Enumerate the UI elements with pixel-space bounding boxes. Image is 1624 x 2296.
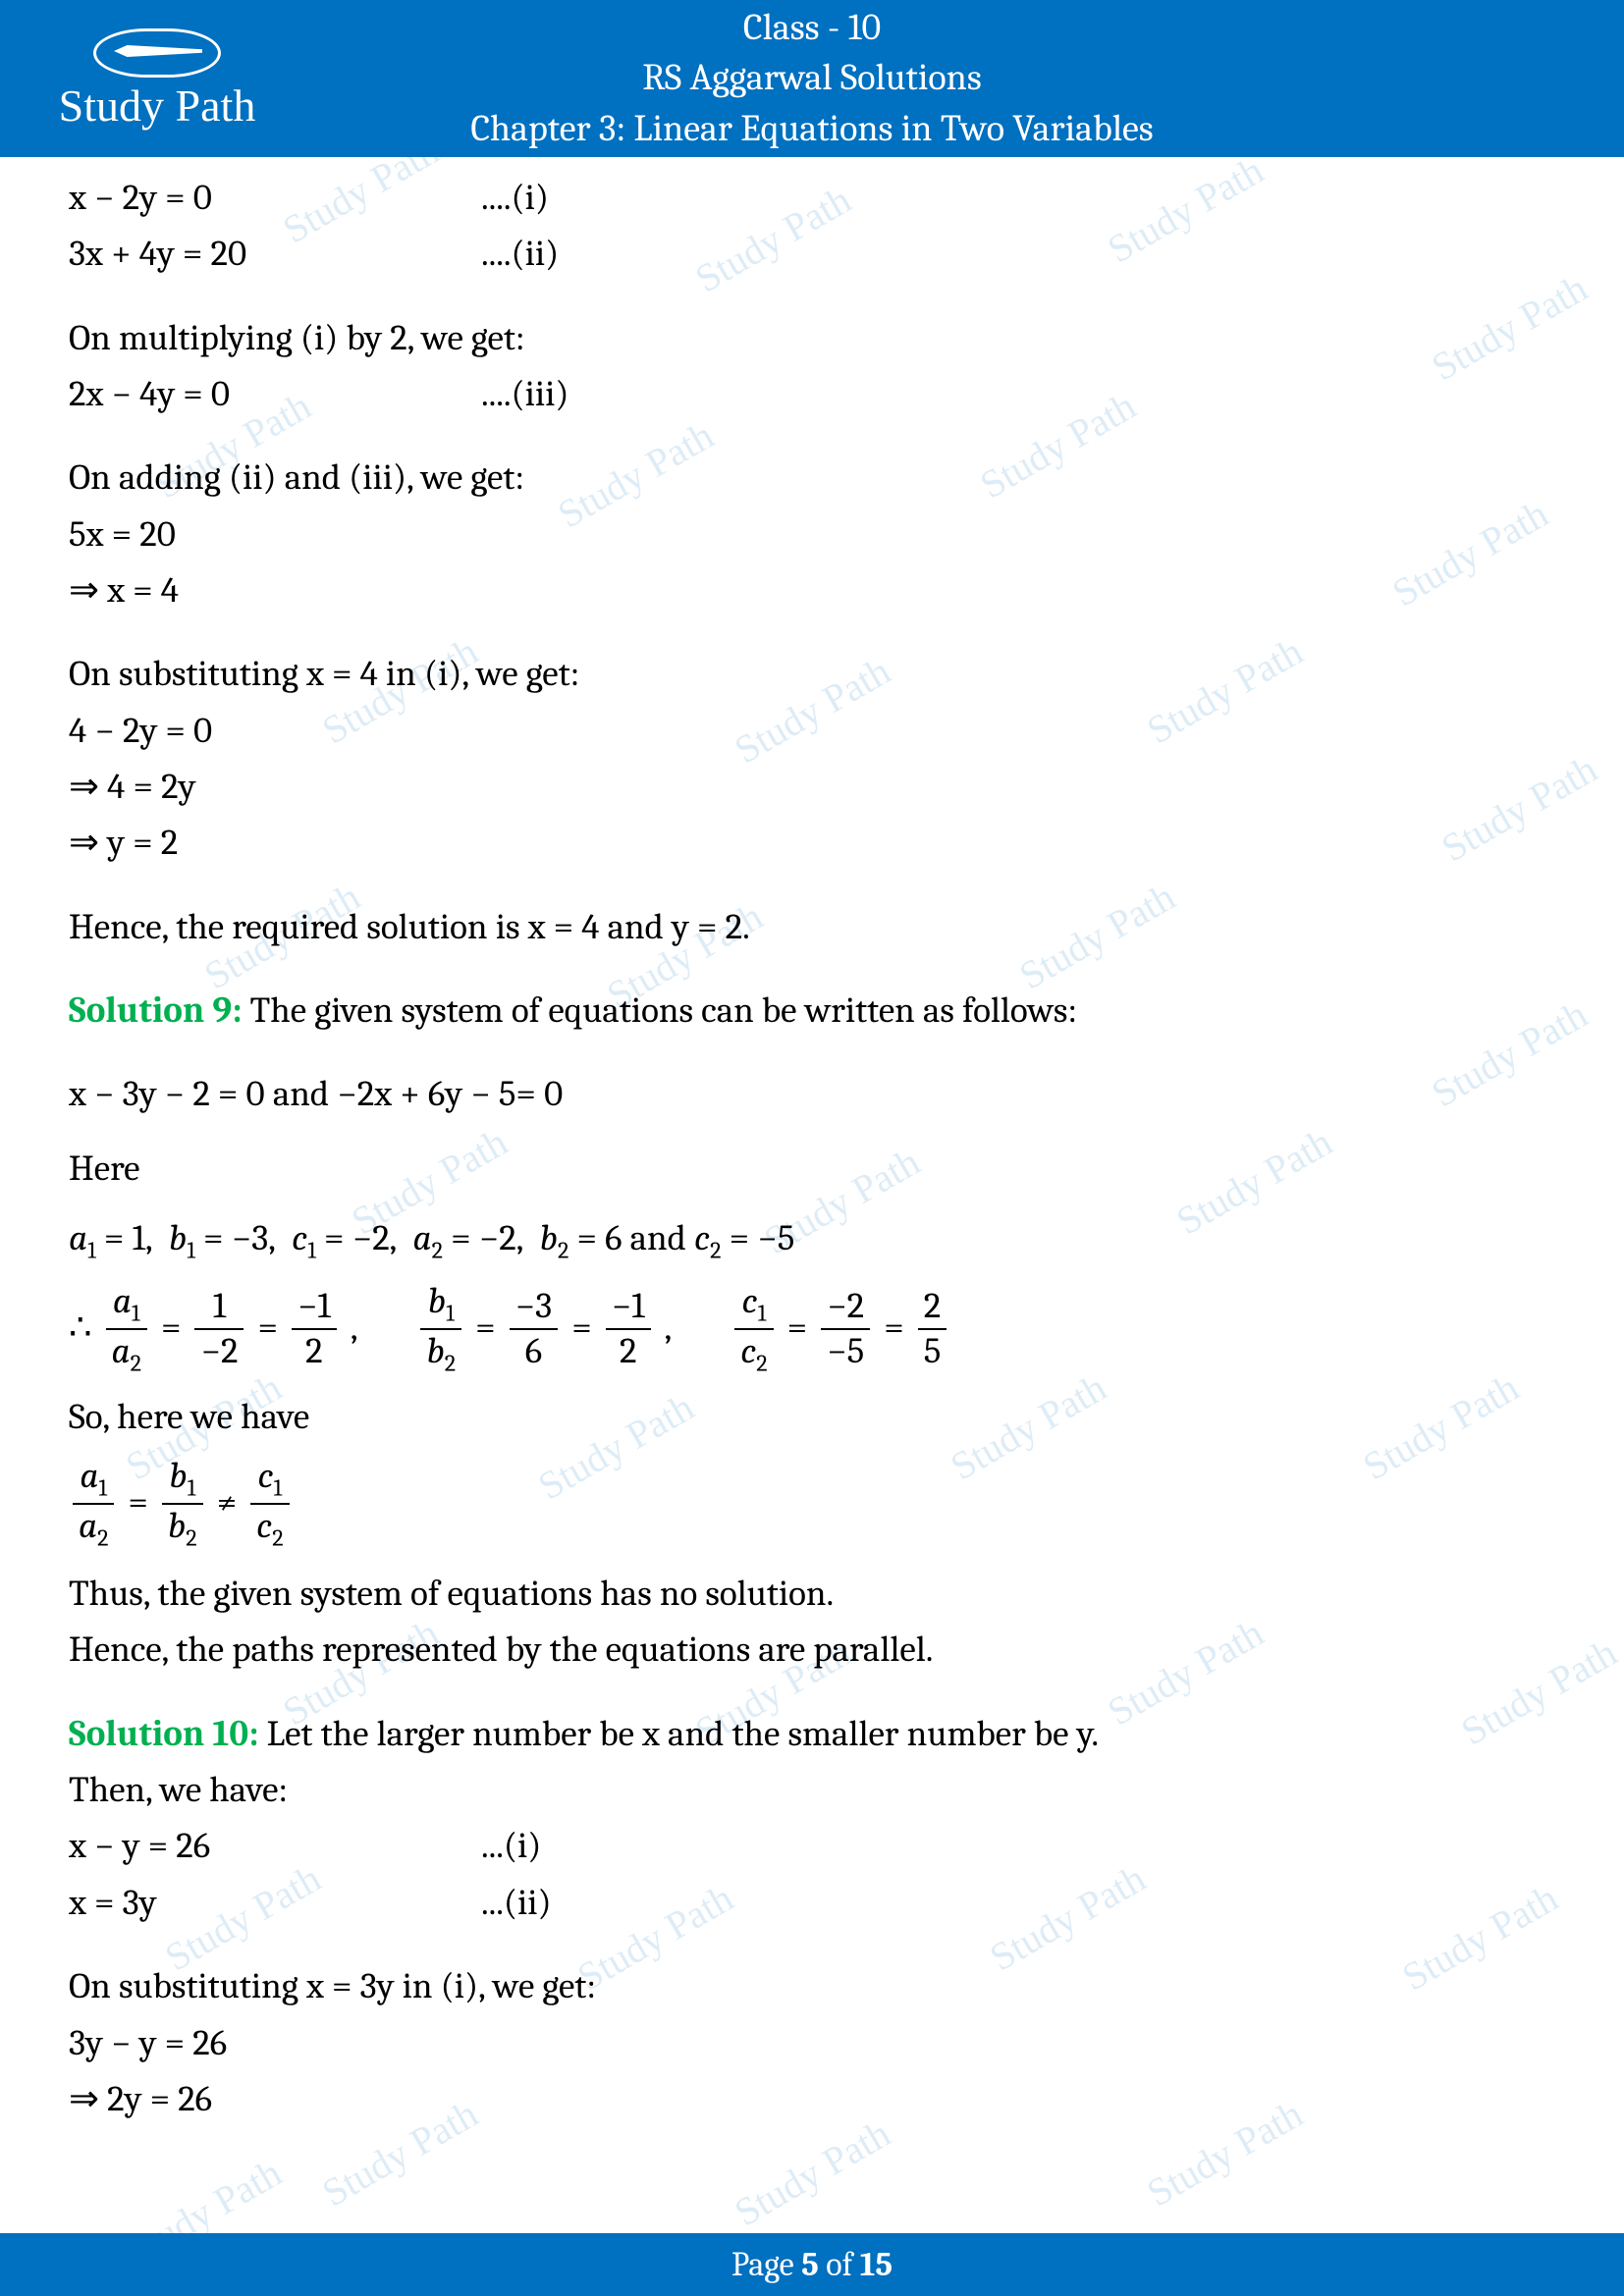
ratio-num: 2 <box>918 1285 947 1330</box>
ratio-den: −5 <box>821 1330 870 1373</box>
step-text: Here <box>69 1142 1555 1198</box>
step-text: So, here we have <box>69 1390 1555 1446</box>
solution-label: Solution 9: <box>69 990 243 1032</box>
coeff-value: −5 <box>757 1218 794 1259</box>
ratio-conclusion: a1a2 = b1b2 ≠ c1c2 <box>69 1455 1555 1553</box>
ratio-line: ∴ a1a2 = 1−2 = −12 , b1b2 = −36 = −12 , … <box>69 1280 1555 1378</box>
ratio-den: 2 <box>606 1330 651 1373</box>
footer-mid: of <box>819 2245 860 2284</box>
header-book: RS Aggarwal Solutions <box>470 53 1153 103</box>
step-text: On substituting x = 4 in (i), we get: <box>69 647 1555 703</box>
equation-text: ⇒ x = 4 <box>69 563 1555 619</box>
equation-tag: ....(i) <box>481 171 549 227</box>
conclusion-text: Hence, the paths represented by the equa… <box>69 1623 1555 1679</box>
equation-i: x − 2y = 0 ....(i) <box>69 171 1555 227</box>
header-titles: Class - 10 RS Aggarwal Solutions Chapter… <box>470 3 1153 154</box>
solution-label: Solution 10: <box>69 1714 258 1755</box>
equation-text: 2x − 4y = 0 <box>69 367 481 423</box>
ratio-den: 2 <box>292 1330 337 1373</box>
conclusion-text: Hence, the required solution is x = 4 an… <box>69 900 1555 956</box>
equation-text: 3x + 4y = 20 <box>69 227 481 283</box>
equation-text: x − 2y = 0 <box>69 171 481 227</box>
page-content: x − 2y = 0 ....(i) 3x + 4y = 20 ....(ii)… <box>0 157 1624 2128</box>
equation-text: 4 − 2y = 0 <box>69 704 1555 760</box>
page-footer: Page 5 of 15 <box>0 2233 1624 2296</box>
equation-tag: ....(iii) <box>481 367 569 423</box>
solution-intro: Let the larger number be x and the small… <box>258 1714 1099 1755</box>
step-text: On adding (ii) and (iii), we get: <box>69 451 1555 507</box>
logo-pen-icon <box>93 28 221 78</box>
equation-10-i: x − y = 26 ...(i) <box>69 1819 1555 1875</box>
ratio-num: −1 <box>606 1285 651 1330</box>
ratio-num: −3 <box>510 1285 559 1330</box>
equation-text: x − y = 26 <box>69 1819 481 1875</box>
page-header: Study Path Class - 10 RS Aggarwal Soluti… <box>0 0 1624 157</box>
equation-text: 5x = 20 <box>69 507 1555 563</box>
solution-intro: The given system of equations can be wri… <box>243 990 1078 1032</box>
ratio-num: 1 <box>194 1285 244 1330</box>
conclusion-text: Thus, the given system of equations has … <box>69 1567 1555 1623</box>
equation-tag: ...(i) <box>481 1819 541 1875</box>
equation-text: x = 3y <box>69 1876 481 1932</box>
equation-10-ii: x = 3y ...(ii) <box>69 1876 1555 1932</box>
equation-text: x − 3y − 2 = 0 and −2x + 6y − 5= 0 <box>69 1067 1555 1123</box>
equation-ii: 3x + 4y = 20 ....(ii) <box>69 227 1555 283</box>
header-chapter: Chapter 3: Linear Equations in Two Varia… <box>470 104 1153 154</box>
equation-text: 3y − y = 26 <box>69 2016 1555 2072</box>
step-text: On substituting x = 3y in (i), we get: <box>69 1959 1555 2015</box>
logo-text: Study Path <box>59 83 256 129</box>
coeff-value: −2 <box>479 1218 516 1259</box>
step-text: On multiplying (i) by 2, we get: <box>69 311 1555 367</box>
ratio-den: 6 <box>510 1330 559 1373</box>
logo: Study Path <box>39 28 275 129</box>
equation-tag: ....(ii) <box>481 227 559 283</box>
coeff-value: −2 <box>352 1218 390 1259</box>
ratio-num: −1 <box>292 1285 337 1330</box>
equation-text: ⇒ 2y = 26 <box>69 2072 1555 2128</box>
watermark: Study Path <box>727 2110 898 2236</box>
footer-page-total: 15 <box>860 2245 893 2284</box>
step-text: Then, we have: <box>69 1763 1555 1819</box>
header-class: Class - 10 <box>470 3 1153 53</box>
coefficients-line: a1 = 1, b1 = −3, c1 = −2, a2 = −2, b2 = … <box>69 1211 1555 1270</box>
equation-iii: 2x − 4y = 0 ....(iii) <box>69 367 1555 423</box>
coeff-value: −3 <box>232 1218 269 1259</box>
ratio-den: −2 <box>194 1330 244 1373</box>
footer-pre: Page <box>731 2245 801 2284</box>
equation-text: ⇒ 4 = 2y <box>69 760 1555 816</box>
equation-tag: ...(ii) <box>481 1876 552 1932</box>
equation-text: ⇒ y = 2 <box>69 816 1555 872</box>
coeff-value: 6 <box>605 1218 622 1259</box>
ratio-num: −2 <box>821 1285 870 1330</box>
coeff-and: and <box>622 1218 694 1259</box>
coeff-value: 1 <box>133 1218 145 1259</box>
footer-page-num: 5 <box>801 2245 819 2284</box>
ratio-den: 5 <box>918 1330 947 1373</box>
